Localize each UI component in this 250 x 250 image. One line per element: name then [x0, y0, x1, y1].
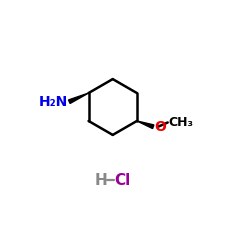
Text: O: O	[154, 120, 166, 134]
Text: H: H	[94, 173, 107, 188]
Polygon shape	[68, 93, 88, 104]
Text: Cl: Cl	[114, 173, 130, 188]
Text: CH₃: CH₃	[168, 116, 193, 129]
Polygon shape	[137, 121, 154, 128]
Text: H₂N: H₂N	[39, 95, 68, 109]
